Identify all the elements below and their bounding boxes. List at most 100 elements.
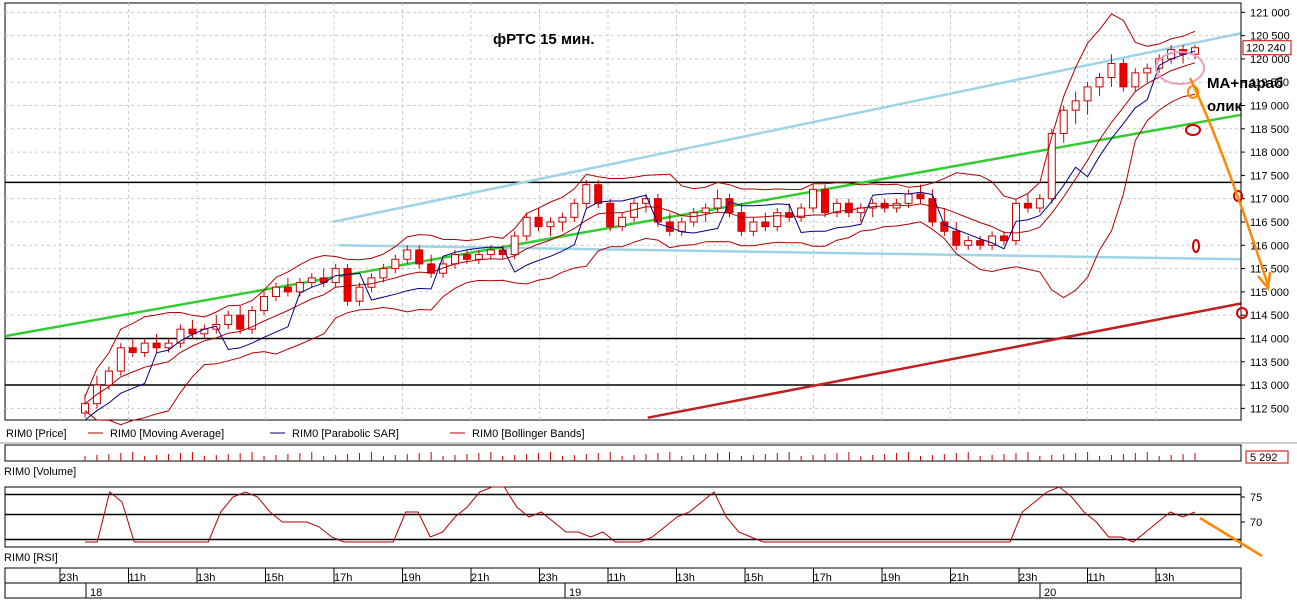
candle [1059, 109, 1068, 134]
rsi-trend-arrow [1199, 516, 1263, 558]
volume-pane: 5 292 RIM0 [Volume] [0, 442, 1297, 478]
candle [558, 216, 567, 223]
candle [128, 347, 137, 353]
candle [104, 370, 113, 386]
moving-average-line [84, 62, 1196, 405]
candle [689, 212, 698, 223]
candle [224, 314, 233, 325]
time-tick-label: 11h [608, 572, 626, 584]
time-tick-label: 13h [677, 572, 695, 584]
candle [403, 249, 412, 260]
price-tick-label: 117 500 [1250, 170, 1289, 182]
last-price-label: 120 240 [1246, 43, 1286, 55]
price-axis: 121 000 120 500 120 000 119 500 119 000 118 5… [1240, 3, 1292, 420]
candle [641, 198, 650, 204]
candle [749, 221, 758, 232]
time-tick-label: 23h [1019, 572, 1037, 584]
time-tick-label: 11h [129, 572, 147, 584]
candle [594, 184, 603, 204]
candle [439, 263, 448, 274]
time-tick-label: 11h [1088, 572, 1106, 584]
price-tick-label: 113 000 [1250, 380, 1289, 392]
main-pane [4, 13, 1242, 426]
candle [916, 193, 925, 200]
time-axis: 23h 11h 13h 15h 17h 19h 21h 23h 11h 13h 15h 17h 19h 2… [4, 567, 1242, 599]
price-tick-label: 121 000 [1250, 7, 1290, 19]
candle [821, 188, 829, 214]
candle [582, 184, 591, 204]
candle [1095, 77, 1104, 88]
rsi-pane: 75 70 RIM0 [RSI] [4, 486, 1263, 564]
price-tick-label: 118 500 [1250, 124, 1289, 136]
price-tick-label: 119 000 [1250, 101, 1289, 113]
legend-item: RIM0 [Parabolic SAR] [292, 428, 399, 440]
trendline-upper [332, 32, 1242, 224]
time-tick-label: 19h [403, 572, 421, 584]
candle [1191, 47, 1199, 55]
candle [1071, 100, 1080, 111]
candle [188, 328, 197, 335]
candle [964, 240, 973, 246]
forecast-arrow [1188, 77, 1270, 286]
candle [307, 277, 316, 284]
candle [152, 342, 161, 349]
candle [1000, 235, 1009, 242]
price-tick-label: 120 000 [1250, 54, 1290, 66]
candle [486, 249, 495, 256]
grid [4, 2, 1242, 421]
candle [701, 207, 710, 214]
chart-title: фРТС 15 мин. [493, 31, 595, 48]
time-tick-label: 23h [540, 572, 558, 584]
candle [677, 221, 686, 232]
candle [1119, 63, 1128, 88]
candle [797, 207, 806, 218]
candle [391, 258, 400, 270]
price-tick-label: 113 500 [1250, 357, 1289, 369]
time-tick-label: 13h [1156, 572, 1174, 584]
candle [844, 202, 853, 214]
candle [1131, 72, 1140, 88]
candle [1143, 67, 1152, 74]
volume-frame [4, 444, 1242, 462]
time-tick-label: 21h [951, 572, 969, 584]
time-tick-label: 17h [814, 572, 832, 584]
price-tick-label: 114 500 [1250, 310, 1289, 322]
price-tick-label: 120 500 [1250, 31, 1290, 43]
candle [1035, 198, 1044, 209]
candle [140, 342, 149, 353]
candle [618, 216, 627, 228]
candle [904, 193, 913, 204]
price-tick-label: 118 000 [1250, 147, 1289, 159]
forecast-arrowhead [1257, 271, 1272, 292]
candle [606, 202, 615, 228]
candle [116, 347, 125, 372]
price-tick-label: 115 500 [1250, 264, 1289, 276]
candle [1107, 63, 1116, 79]
rsi-tick-label: 75 [1250, 492, 1262, 504]
candle [236, 314, 245, 330]
candle [737, 212, 746, 232]
price-tick-label: 119 500 [1250, 77, 1289, 89]
time-tick-label: 21h [471, 572, 489, 584]
time-tick-label: 23h [60, 572, 78, 584]
candle [367, 277, 376, 288]
red-marker-lower [1236, 307, 1248, 319]
bollinger-lower [84, 93, 1196, 426]
candle [653, 198, 662, 223]
candle [164, 342, 173, 349]
candle [427, 263, 436, 274]
time-tick-label: 19h [882, 572, 900, 584]
candle [462, 254, 471, 260]
candle [773, 212, 782, 228]
candle [976, 240, 985, 246]
candle [271, 286, 280, 298]
candle [761, 221, 770, 228]
candle [260, 296, 269, 312]
candle [451, 254, 459, 265]
candle [570, 202, 579, 218]
price-tick-label: 112 500 [1250, 403, 1289, 415]
candle [809, 188, 818, 209]
day-label: 20 [1044, 587, 1056, 599]
